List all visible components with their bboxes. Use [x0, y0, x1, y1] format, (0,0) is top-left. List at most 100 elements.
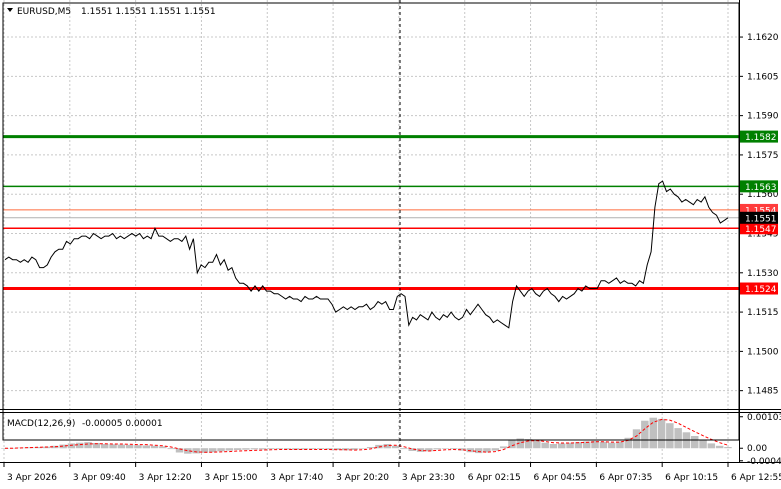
y-tick-label: 1.1485 — [747, 387, 779, 397]
macd-bar — [674, 428, 682, 449]
y-tick-label: 1.1530 — [747, 269, 779, 279]
x-tick-label: 6 Apr 10:15 — [665, 473, 718, 483]
macd-bar — [9, 447, 18, 449]
price-series — [4, 180, 729, 329]
macd-bar — [109, 444, 117, 449]
macd-bar — [142, 445, 150, 449]
macd-bar — [491, 448, 500, 451]
macd-bar — [516, 438, 524, 449]
macd-bar — [583, 441, 591, 449]
level-price-tag-label: 1.1582 — [745, 133, 777, 143]
macd-bar — [666, 423, 674, 449]
x-tick-label: 3 Apr 23:30 — [402, 473, 455, 483]
macd-bar — [499, 446, 508, 449]
current-price-tag — [740, 211, 778, 224]
macd-bar — [366, 447, 375, 449]
macd-bar — [450, 448, 458, 450]
macd-bar — [317, 448, 325, 450]
current-price-tag-label: 1.1551 — [745, 214, 777, 224]
x-tick-label: 6 Apr 07:35 — [599, 473, 652, 483]
macd-bar — [599, 441, 608, 449]
macd-bar — [175, 448, 184, 453]
macd-bar — [217, 448, 225, 452]
y-tick-label: 1.1575 — [747, 151, 779, 161]
macd-bar — [441, 448, 450, 449]
macd-bar — [134, 445, 142, 449]
macd-bar — [300, 448, 308, 450]
macd-bar — [724, 447, 732, 449]
macd-bar — [51, 445, 59, 449]
symbol-timeframe: EURUSD,M5 — [17, 7, 71, 17]
y-tick-label: 1.1605 — [747, 72, 779, 82]
macd-bar — [350, 448, 358, 450]
macd-y-tick-label: 0.00103 — [747, 413, 781, 423]
macd-bar — [657, 418, 666, 449]
x-tick-label: 3 Apr 09:40 — [73, 473, 126, 483]
macd-bar — [59, 444, 67, 449]
ohlc-values: 1.1551 1.1551 1.1551 1.1551 — [81, 7, 216, 17]
macd-bar — [691, 436, 699, 449]
macd-bar — [641, 420, 649, 449]
macd-bar — [541, 442, 549, 449]
macd-bar — [101, 444, 109, 449]
macd-bar — [250, 448, 259, 450]
time-axis[interactable]: 3 Apr 2026 3 Apr 09:40 3 Apr 12:20 3 Apr 15… — [3, 463, 781, 483]
chart-header: EURUSD,M5 1.1551 1.1551 1.1551 1.1551 — [7, 7, 216, 17]
macd-bar — [508, 440, 516, 449]
macd-bar — [408, 448, 416, 451]
macd-bar — [267, 448, 275, 450]
macd-label: MACD(12,26,9) — [7, 419, 75, 429]
macd-bar — [192, 448, 200, 454]
x-tick-label: 3 Apr 12:20 — [139, 473, 192, 483]
macd-bar — [92, 443, 101, 449]
macd-bar — [715, 445, 724, 449]
y-tick-label: 1.1560 — [747, 190, 779, 200]
macd-bar — [76, 442, 84, 449]
macd-bar — [458, 448, 466, 451]
macd-header: MACD(12,26,9) -0.00005 0.00001 — [7, 419, 163, 429]
macd-bar — [358, 448, 367, 449]
x-tick-label: 6 Apr 04:55 — [534, 473, 587, 483]
macd-bar — [275, 448, 283, 450]
y-tick-label: 1.1590 — [747, 112, 779, 122]
macd-bar — [549, 444, 558, 449]
macd-bar — [233, 448, 242, 450]
x-tick-label: 6 Apr 12:55 — [731, 473, 781, 483]
dropdown-triangle-icon[interactable] — [7, 8, 13, 12]
ask-price-tag-label: 1.1554 — [745, 206, 777, 216]
level-price-tag — [740, 282, 778, 295]
level-price-tag-label: 1.1524 — [745, 285, 777, 295]
macd-indicator — [1, 417, 732, 454]
macd-bar — [400, 448, 408, 450]
macd-bar — [383, 444, 391, 449]
macd-bar — [325, 448, 333, 450]
macd-bar — [707, 443, 716, 449]
macd-bar — [200, 448, 209, 453]
macd-bar — [616, 441, 624, 449]
macd-bar — [225, 448, 234, 451]
macd-bar — [574, 442, 583, 449]
price-axis[interactable]: 1.16201.16051.15901.15751.15601.15451.15… — [739, 33, 781, 467]
macd-bar — [433, 448, 441, 450]
macd-signal-line — [5, 418, 729, 453]
macd-bar — [117, 444, 126, 449]
macd-bar — [391, 445, 400, 449]
macd-bar — [558, 443, 566, 449]
macd-bar — [333, 448, 342, 450]
macd-bar — [533, 440, 541, 449]
grid — [0, 0, 781, 463]
macd-bar — [624, 437, 632, 449]
level-price-tag-label: 1.1547 — [745, 225, 777, 235]
macd-bar — [566, 442, 574, 449]
x-tick-label: 3 Apr 20:20 — [336, 473, 389, 483]
level-price-tag — [740, 130, 778, 143]
macd-bar — [591, 440, 599, 449]
level-lines[interactable] — [3, 135, 739, 291]
macd-bar — [34, 447, 42, 449]
macd-bar — [159, 446, 167, 449]
macd-bar — [184, 448, 192, 454]
macd-bar — [607, 442, 616, 449]
macd-bar — [342, 448, 350, 451]
